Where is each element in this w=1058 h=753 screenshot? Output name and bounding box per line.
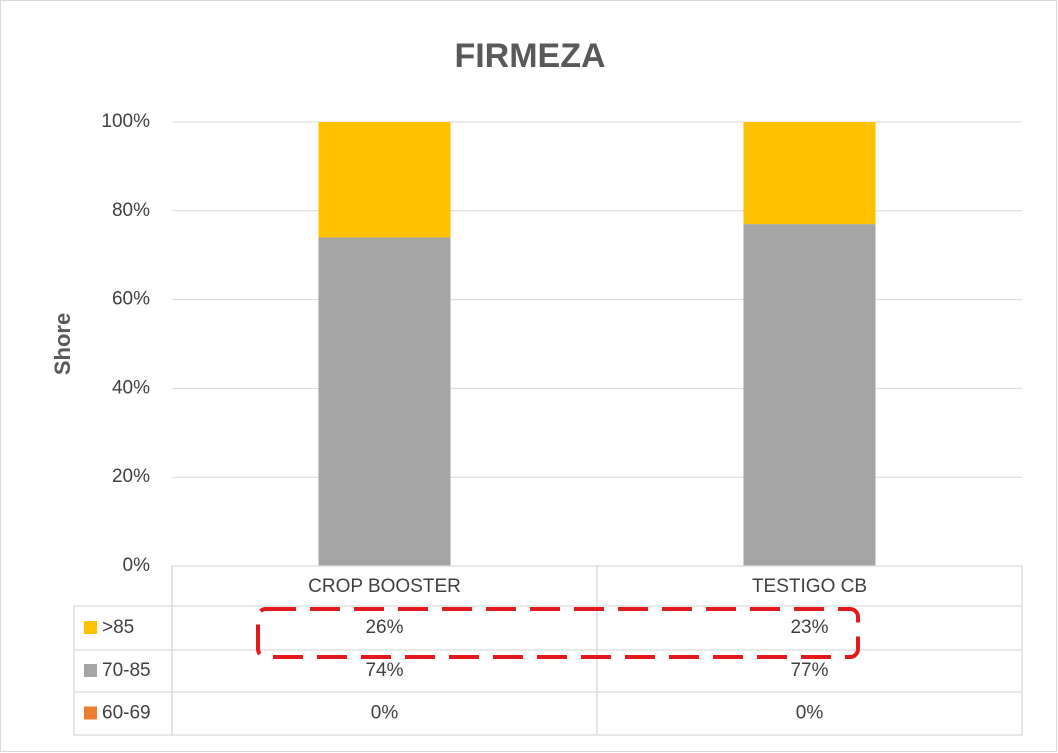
legend-swatch — [84, 664, 97, 677]
bar-segment — [318, 237, 451, 566]
table-value: 77% — [790, 660, 828, 681]
legend-swatch — [84, 621, 97, 634]
chart-title: FIRMEZA — [454, 37, 605, 75]
y-tick-label: 80% — [112, 200, 150, 221]
legend-label: >85 — [102, 617, 134, 638]
y-tick-label: 0% — [123, 555, 151, 576]
legend-swatch — [84, 706, 97, 720]
x-tick-label: TESTIGO CB — [752, 576, 867, 597]
table-value: 0% — [796, 703, 824, 724]
y-tick-label: 100% — [101, 111, 150, 132]
y-tick-label: 40% — [112, 377, 150, 398]
bar-segment — [743, 122, 876, 225]
y-axis-label: Shore — [50, 313, 75, 375]
legend-label: 70-85 — [102, 660, 151, 681]
table-value: 74% — [365, 660, 403, 681]
table-value: 0% — [371, 703, 399, 724]
legend-label: 60-69 — [102, 703, 151, 724]
x-tick-label: CROP BOOSTER — [308, 576, 461, 597]
bar-segment — [318, 122, 451, 238]
table-value: 23% — [790, 617, 828, 638]
y-tick-label: 60% — [112, 289, 150, 310]
y-tick-label: 20% — [112, 466, 150, 487]
highlight-box — [256, 607, 860, 659]
bar-segment — [743, 224, 876, 566]
table-value: 26% — [365, 617, 403, 638]
